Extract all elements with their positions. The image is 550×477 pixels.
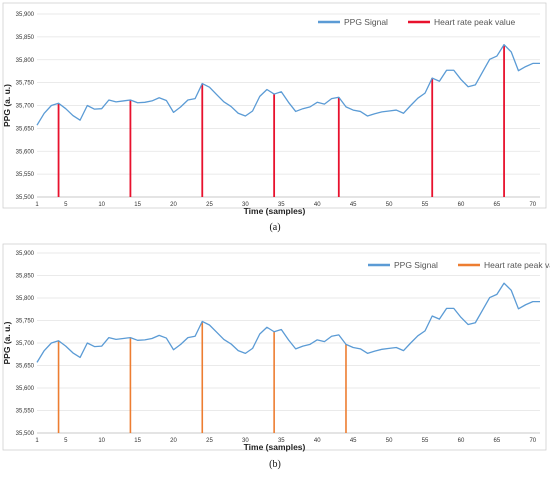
x-tick-label: 65 (494, 202, 501, 208)
x-tick-label: 45 (350, 202, 357, 208)
x-tick-label: 10 (98, 438, 105, 444)
y-tick-label: 35,900 (16, 251, 35, 257)
y-tick-label: 35,600 (16, 386, 35, 392)
legend-label-peak: Heart rate peak value (484, 260, 550, 270)
x-tick-label: 35 (278, 438, 285, 444)
x-tick-label: 50 (386, 438, 393, 444)
y-tick-label: 35,850 (16, 35, 35, 41)
y-axis-label: PPG (a. u.) (2, 84, 12, 127)
x-tick-label: 65 (494, 438, 501, 444)
x-tick-label: 40 (314, 202, 321, 208)
y-tick-label: 35,800 (16, 58, 35, 64)
legend-label-peak: Heart rate peak value (434, 17, 516, 27)
y-tick-label: 35,750 (16, 81, 35, 87)
x-tick-label: 25 (206, 438, 213, 444)
x-tick-label: 15 (134, 438, 141, 444)
y-tick-label: 35,700 (16, 104, 35, 110)
x-tick-label: 70 (529, 438, 536, 444)
x-axis-label: Time (samples) (244, 206, 306, 216)
x-tick-label: 20 (170, 438, 177, 444)
ppg-signal-line (36, 44, 540, 126)
y-tick-label: 35,800 (16, 296, 35, 302)
y-axis-label: PPG (a. u.) (2, 321, 12, 364)
x-tick-label: 40 (314, 438, 321, 444)
y-tick-label: 35,550 (16, 409, 35, 415)
legend-label-ppg: PPG Signal (394, 260, 438, 270)
x-tick-label: 1 (35, 202, 39, 208)
x-tick-label: 10 (98, 202, 105, 208)
x-tick-label: 20 (170, 202, 177, 208)
x-axis-label: Time (samples) (244, 442, 306, 452)
x-tick-label: 25 (206, 202, 213, 208)
x-tick-label: 50 (386, 202, 393, 208)
x-tick-label: 70 (529, 202, 536, 208)
y-tick-label: 35,850 (16, 274, 35, 280)
x-tick-label: 55 (422, 438, 429, 444)
x-tick-label: 45 (350, 438, 357, 444)
y-tick-label: 35,750 (16, 319, 35, 325)
panel-label: (a) (269, 222, 280, 233)
chart-panel-b: 35,500 35,550 35,600 35,650 35,700 35,750 35,8… (2, 243, 550, 470)
x-tick-label: 5 (64, 202, 68, 208)
x-tick-label: 60 (458, 202, 465, 208)
y-tick-label: 35,900 (16, 12, 35, 18)
y-tick-label: 35,500 (16, 431, 35, 437)
y-tick-label: 35,550 (16, 172, 35, 178)
chart-panel-a: 35,500 35,550 35,600 35,650 35,700 35,750 35,8… (2, 2, 547, 233)
y-tick-label: 35,500 (16, 195, 35, 201)
x-tick-label: 5 (64, 438, 68, 444)
x-tick-label: 55 (422, 202, 429, 208)
y-tick-label: 35,700 (16, 341, 35, 347)
y-tick-label: 35,650 (16, 126, 35, 132)
x-tick-label: 30 (242, 438, 249, 444)
y-tick-label: 35,600 (16, 149, 35, 155)
x-tick-label: 15 (134, 202, 141, 208)
x-tick-label: 30 (242, 202, 249, 208)
x-tick-label: 60 (458, 438, 465, 444)
panel-label: (b) (269, 459, 281, 470)
x-tick-label: 1 (35, 438, 39, 444)
legend-label-ppg: PPG Signal (344, 17, 388, 27)
y-tick-label: 35,650 (16, 364, 35, 370)
ppg-signal-line (36, 282, 540, 363)
x-tick-label: 35 (278, 202, 285, 208)
